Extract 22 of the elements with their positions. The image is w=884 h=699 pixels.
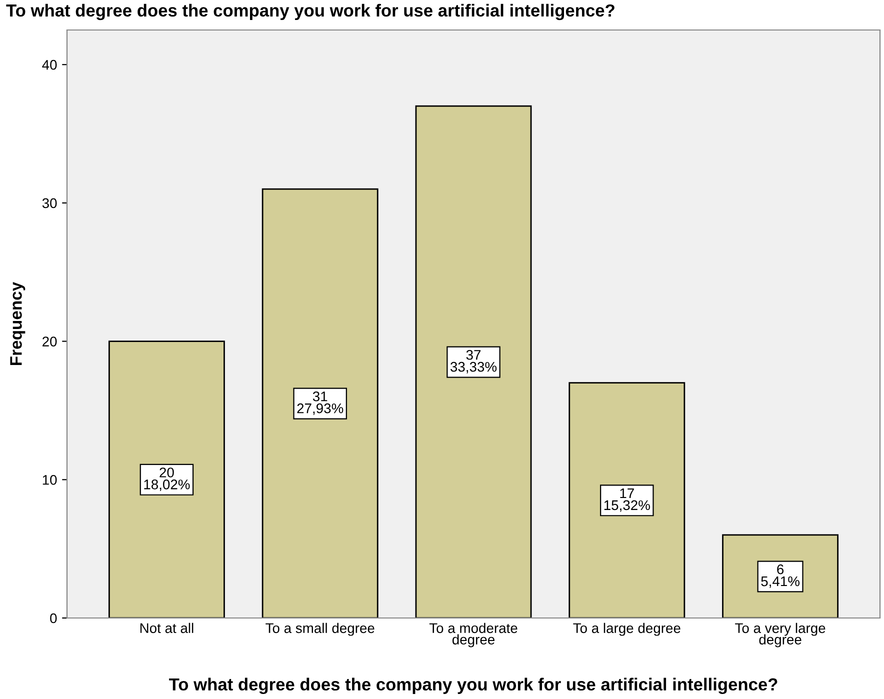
bar [568,382,686,618]
x-tick-label: To a large degree [573,622,680,636]
x-axis-title: To what degree does the company you work for use artificial intelligence? [169,678,778,694]
x-tick-label: Not at all [140,622,194,634]
data-label: 6 5,41% [761,564,800,588]
data-label: 37 33,33% [450,350,497,374]
chart-title: To what degree does the company you work for use artificial intelligence? [6,4,614,20]
x-tick-label: To a very large degree [735,622,826,648]
y-tick-label: 0 [50,613,57,624]
data-label: 20 18,02% [144,468,190,491]
y-tick-label: 40 [42,60,57,70]
x-tick-label: To a small degree [266,622,374,636]
y-tick-label: 30 [42,198,57,208]
data-label: 17 15,32% [604,488,650,512]
y-tick-label: 10 [42,474,57,485]
bar [108,340,225,618]
bar [415,105,532,618]
x-tick-label: To a moderate degree [429,622,518,648]
y-tick-label: 20 [42,336,57,346]
bar [262,188,378,618]
y-axis-title: Frequency [10,282,26,366]
data-label: 31 27,93% [297,391,344,415]
